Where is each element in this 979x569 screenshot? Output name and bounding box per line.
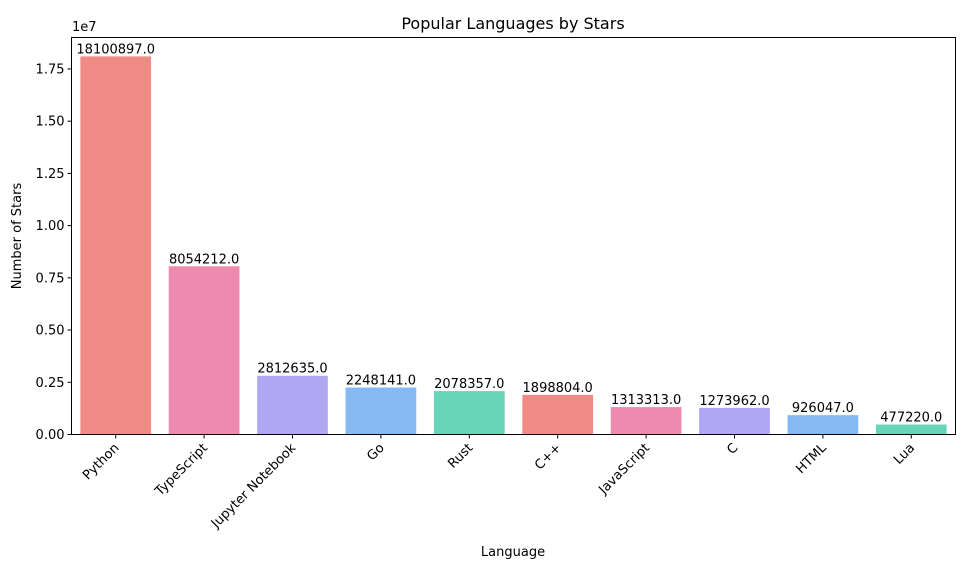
bar-python	[80, 56, 152, 435]
bar-go	[345, 387, 417, 435]
bar-value-label: 8054212.0	[169, 252, 239, 267]
y-tick-label: 0.50	[36, 324, 65, 339]
bar-javascript	[610, 407, 682, 435]
y-tick-label: 0.00	[36, 428, 65, 443]
x-tick-label: Rust	[445, 441, 476, 472]
bar-rust	[433, 391, 505, 435]
bar-value-label: 18100897.0	[76, 42, 155, 57]
x-tick-label: C	[724, 441, 741, 458]
bar-jupyter-notebook	[257, 375, 328, 435]
y-tick-label: 1.00	[36, 219, 65, 234]
bar-value-label: 2812635.0	[257, 362, 327, 377]
bar-value-label: 1313313.0	[611, 393, 681, 408]
y-tick-label: 1.50	[36, 115, 65, 130]
bar-value-label: 2078357.0	[434, 377, 504, 392]
bar-lua	[875, 424, 947, 435]
x-axis-label: Language	[481, 545, 545, 560]
x-tick-label: Jupyter Notebook	[208, 440, 300, 532]
bar-value-label: 2248141.0	[346, 374, 416, 389]
y-axis: 0.00 0.25 0.50 0.75 1.00 1.25 1.50 1.75	[36, 62, 72, 443]
y-tick-label: 0.25	[36, 376, 65, 391]
bar-value-label: 1273962.0	[699, 394, 769, 409]
x-tick-label: JavaScript	[596, 441, 653, 498]
bar-html	[787, 415, 859, 435]
y-axis-scale-label: 1e7	[72, 20, 97, 35]
y-tick-label: 1.75	[36, 62, 65, 77]
x-tick-label: Go	[364, 441, 387, 464]
bar-value-label: 926047.0	[792, 401, 854, 416]
bar-typescript	[168, 266, 240, 435]
bar-c	[699, 407, 770, 435]
x-tick-label: TypeScript	[152, 441, 211, 500]
chart-title: Popular Languages by Stars	[401, 14, 624, 33]
x-tick-label: Lua	[891, 441, 918, 468]
y-tick-label: 0.75	[36, 271, 65, 286]
x-tick-label: HTML	[794, 440, 831, 477]
bars-layer: 18100897.0 8054212.0 2812635.0 2248141.0 207…	[76, 42, 947, 435]
bar-value-label: 477220.0	[880, 411, 942, 426]
y-tick-label: 1.25	[36, 167, 65, 182]
bar-value-label: 1898804.0	[523, 381, 593, 396]
x-tick-label: C++	[532, 441, 564, 473]
bar-c-	[522, 394, 594, 435]
plot-frame	[71, 37, 956, 435]
y-axis-label: Number of Stars	[10, 183, 25, 290]
x-tick-label: Python	[80, 441, 122, 483]
